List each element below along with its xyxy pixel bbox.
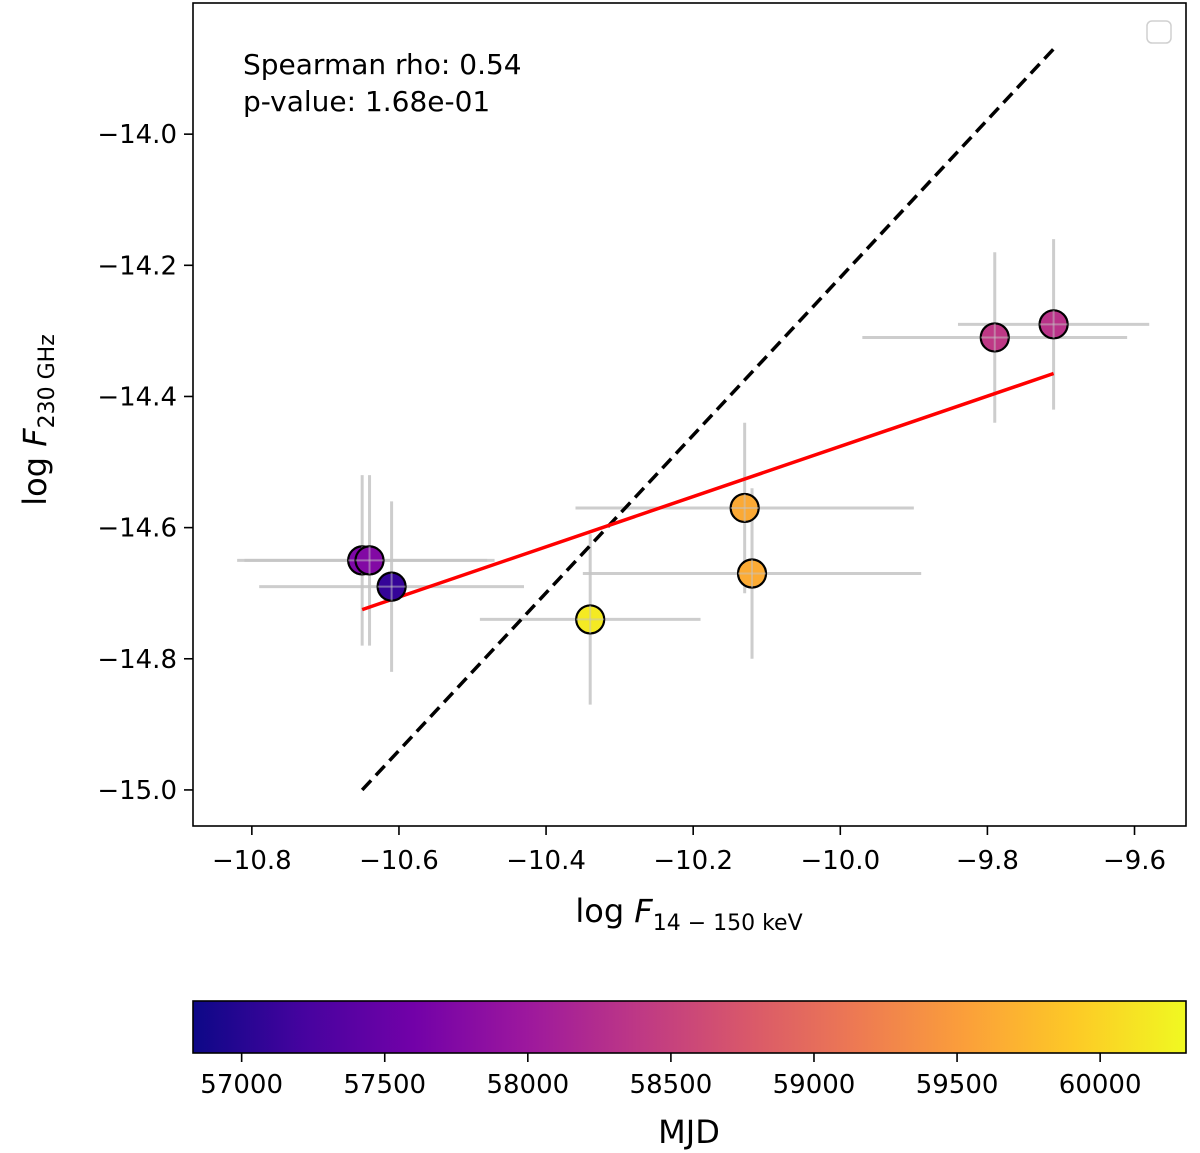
colorbar-tick-label: 57500 bbox=[343, 1070, 426, 1100]
colorbar-gradient bbox=[192, 1000, 1187, 1054]
x-axis-label: log F14 − 150 keV bbox=[575, 892, 802, 936]
y-tick-label: −15.0 bbox=[97, 776, 177, 806]
plot-area: −10.8 −10.6 −10.4 −10.2 −10.0 −9.8 −9.6 −14.0−… bbox=[97, 2, 1187, 876]
y-tick-label: −14.2 bbox=[97, 251, 177, 281]
y-axis-label-var: F bbox=[16, 428, 54, 447]
x-tick-label: −10.4 bbox=[506, 846, 586, 876]
y-axis-label: log F230 GHz bbox=[16, 334, 60, 505]
colorbar-tick-label: 59000 bbox=[773, 1070, 856, 1100]
colorbar-tick-label: 60000 bbox=[1059, 1070, 1142, 1100]
x-tick-label: −10.0 bbox=[800, 846, 880, 876]
trend-lines bbox=[360, 47, 1055, 792]
colorbar-tick-label: 58500 bbox=[630, 1070, 713, 1100]
x-axis-label-var: F bbox=[634, 892, 653, 930]
y-axis-label-prefix: log bbox=[16, 447, 54, 506]
y-axis-label-sub: 230 GHz bbox=[35, 334, 60, 428]
x-axis-label-prefix: log bbox=[575, 892, 634, 930]
y-tick-label: −14.4 bbox=[97, 382, 177, 412]
data-points bbox=[347, 309, 1069, 635]
x-axis: −10.8 −10.6 −10.4 −10.2 −10.0 −9.8 −9.6 bbox=[212, 826, 1166, 876]
colorbar: 57000 57500 58000 58500 59000 59500 60000 MJD bbox=[192, 1000, 1187, 1151]
x-axis-label-sub: 14 − 150 keV bbox=[653, 911, 803, 936]
legend-box bbox=[1146, 20, 1172, 44]
colorbar-ticks: 57000 57500 58000 58500 59000 59500 60000 bbox=[200, 1053, 1142, 1100]
y-axis: −14.0 −14.2 −14.4 −14.6 −14.8 −15.0 bbox=[97, 120, 193, 806]
colorbar-label: MJD bbox=[658, 1113, 720, 1151]
annotation-pvalue: p-value: 1.68e-01 bbox=[243, 85, 490, 118]
annotation-spearman: Spearman rho: 0.54 bbox=[243, 48, 522, 81]
x-tick-label: −10.8 bbox=[212, 846, 292, 876]
fit-line bbox=[361, 371, 1055, 612]
y-tick-label: −14.8 bbox=[97, 645, 177, 675]
colorbar-tick-label: 59500 bbox=[916, 1070, 999, 1100]
x-tick-label: −9.8 bbox=[956, 846, 1019, 876]
x-tick-label: −10.6 bbox=[359, 846, 439, 876]
reference-line bbox=[360, 47, 1055, 792]
x-tick-label: −10.2 bbox=[653, 846, 733, 876]
x-tick-label: −9.6 bbox=[1103, 846, 1166, 876]
y-tick-label: −14.6 bbox=[97, 514, 177, 544]
plot-frame bbox=[192, 2, 1187, 827]
colorbar-tick-label: 58000 bbox=[486, 1070, 569, 1100]
y-tick-label: −14.0 bbox=[97, 120, 177, 150]
error-bars bbox=[237, 239, 1150, 705]
colorbar-tick-label: 57000 bbox=[200, 1070, 283, 1100]
